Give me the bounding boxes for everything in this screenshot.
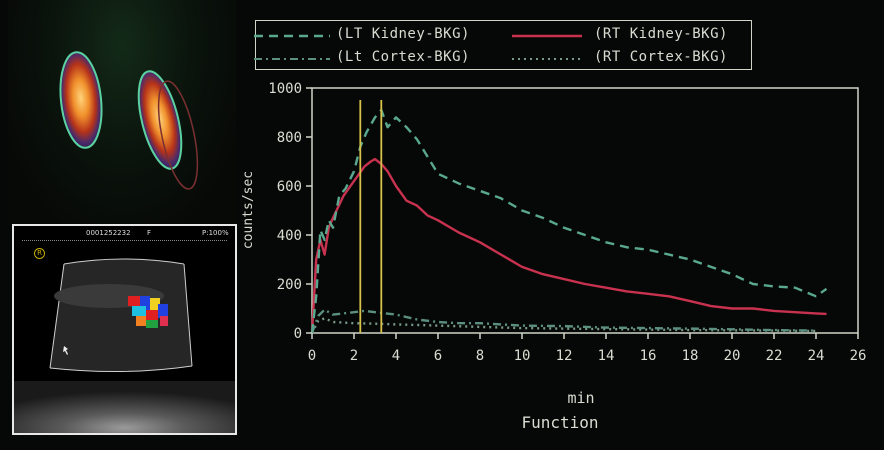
us-mode: F: [147, 229, 152, 237]
y-tick-label: 200: [277, 277, 302, 293]
x-axis-label: min: [567, 389, 594, 407]
legend-swatch-solid: [512, 34, 582, 38]
us-deep-tissue: [14, 381, 235, 433]
x-tick-label: 12: [556, 348, 573, 364]
us-power: P:100%: [202, 229, 229, 237]
y-tick-label: 800: [277, 130, 302, 146]
x-tick-label: 14: [598, 348, 615, 364]
legend-item-rt-cortex: (RT Cortex-BKG): [512, 49, 728, 65]
y-tick-label: 600: [277, 179, 302, 195]
series-line: [310, 308, 817, 334]
renal-scintigraphy-image: [8, 0, 236, 225]
legend-label: (RT Cortex-BKG): [594, 49, 728, 65]
legend-swatch-dashdot: [254, 58, 330, 60]
us-sector-left-line: [49, 263, 65, 369]
kidney-scan-svg: [59, 51, 199, 190]
left-kidney-blob: [59, 51, 103, 149]
x-tick-label: 4: [392, 348, 400, 364]
legend-label: (RT Kidney-BKG): [594, 26, 728, 42]
x-tick-label: 10: [514, 348, 531, 364]
y-tick-label: 0: [294, 326, 302, 342]
series-line: [310, 157, 827, 334]
x-tick-label: 16: [640, 348, 657, 364]
us-id: 0001252232: [86, 229, 131, 237]
y-tick-label: 1000: [268, 81, 302, 97]
ultrasound-sector-svg: [14, 258, 235, 433]
legend-label: (Lt Cortex-BKG): [336, 49, 470, 65]
x-tick-label: 0: [308, 348, 316, 364]
x-tick-label: 20: [724, 348, 741, 364]
x-tick-label: 24: [808, 348, 825, 364]
chart-legend: (LT Kidney-BKG) (RT Kidney-BKG) (Lt Cort…: [254, 20, 752, 70]
legend-item-lt-cortex: (Lt Cortex-BKG): [254, 49, 470, 65]
legend-item-rt-kidney: (RT Kidney-BKG): [512, 26, 728, 42]
legend-item-lt-kidney: (LT Kidney-BKG): [254, 26, 470, 42]
us-cursor-icon: [63, 346, 68, 355]
legend-swatch-dashed: [254, 34, 330, 38]
series-line: [310, 108, 828, 334]
chart-caption: Function: [521, 413, 598, 432]
x-tick-label: 8: [476, 348, 484, 364]
us-sector-bottom-line: [49, 365, 193, 373]
x-tick-label: 2: [350, 348, 358, 364]
series-line: [310, 317, 817, 334]
us-sector-top-line: [63, 258, 185, 265]
x-tick-label: 6: [434, 348, 442, 364]
doppler-color-patch: [128, 296, 168, 328]
roi-outline: [157, 80, 199, 190]
legend-label: (LT Kidney-BKG): [336, 26, 470, 42]
ultrasound-header: 0001252232 F P:100%: [14, 228, 235, 240]
us-scale: [22, 240, 227, 242]
us-sector-right-line: [183, 263, 193, 367]
y-tick-label: 400: [277, 228, 302, 244]
us-orientation-marker: R: [34, 248, 45, 259]
y-axis-label: counts/sec: [241, 171, 256, 249]
plot-frame: [311, 87, 859, 334]
x-tick-label: 26: [850, 348, 867, 364]
ultrasound-inset: 0001252232 F P:100% R: [12, 224, 237, 435]
x-tick-label: 22: [766, 348, 783, 364]
x-tick-label: 18: [682, 348, 699, 364]
